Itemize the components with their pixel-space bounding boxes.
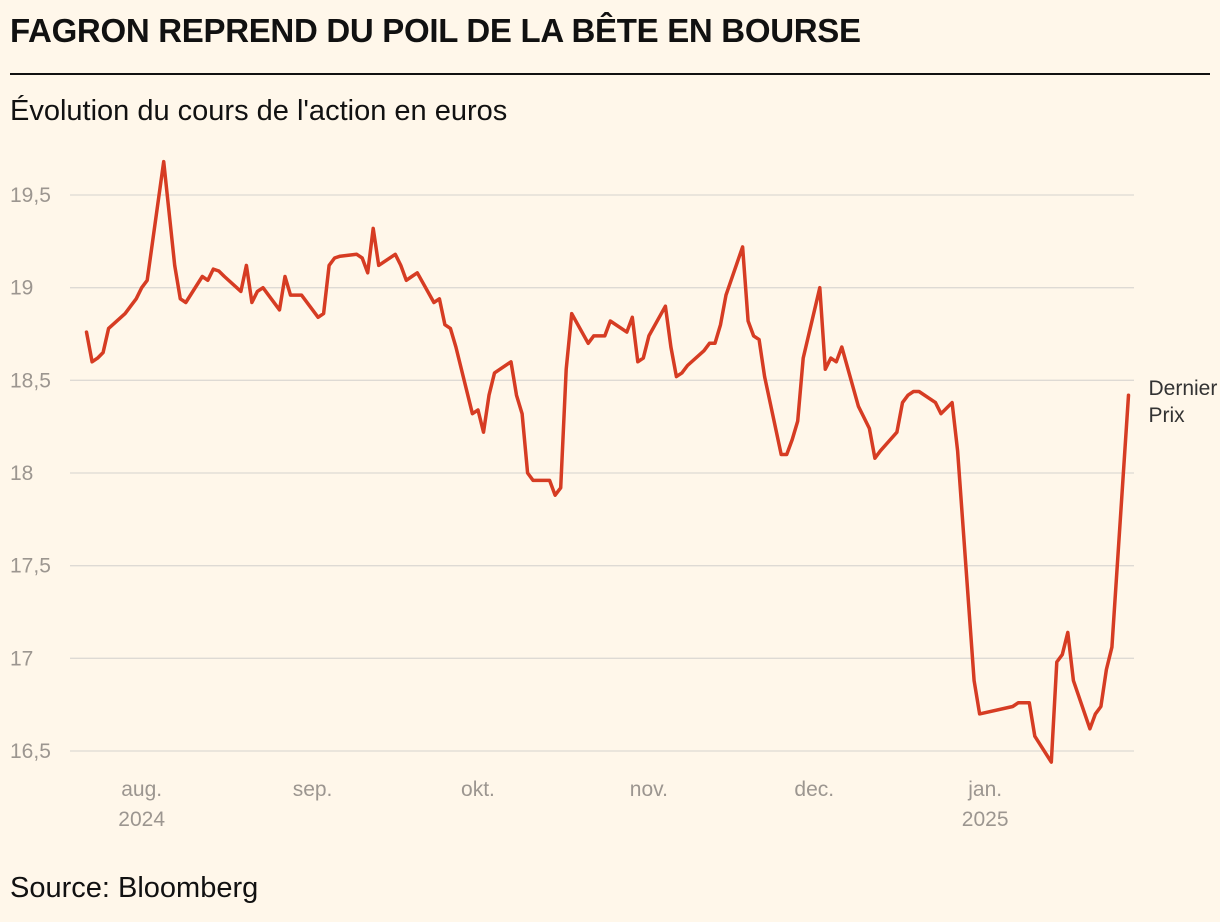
x-tick-label-2: okt.: [461, 778, 495, 801]
price-series-line: [84, 159, 1131, 764]
end-label-line-1: Prix: [1148, 404, 1185, 427]
y-tick-label-6: 16,5: [10, 740, 51, 763]
source-prefix: Source:: [10, 872, 118, 904]
x-tick-label-0: aug.: [121, 778, 162, 801]
x-tick-year-5: 2025: [962, 808, 1009, 831]
last-price-label: Dernier Prix: [1148, 377, 1217, 427]
chart-title: FAGRON REPREND DU POIL DE LA BÊTE EN BOU…: [10, 12, 861, 49]
x-tick-label-3: nov.: [630, 778, 668, 801]
x-tick-year-0: 2024: [118, 808, 165, 831]
source-name: Bloomberg: [118, 872, 259, 904]
y-tick-label-1: 19: [10, 277, 33, 300]
y-tick-label-2: 18,5: [10, 369, 51, 392]
x-axis-ticks: aug. 2024 sep. okt. nov. dec. jan. 2025: [118, 778, 1008, 831]
title-divider: [10, 73, 1210, 75]
x-tick-label-4: dec.: [794, 778, 834, 801]
gridlines: [70, 194, 1134, 752]
end-label-line-0: Dernier: [1148, 377, 1217, 400]
y-tick-label-0: 19,5: [10, 184, 51, 207]
chart-subtitle: Évolution du cours de l'action en euros: [10, 95, 508, 127]
line-chart: 19,5 19 18,5 18 17,5 17 16,5 aug. 2024 sep. okt. n…: [10, 159, 1217, 831]
source-note: Source: Bloomberg: [10, 872, 258, 905]
x-tick-label-1: sep.: [293, 778, 333, 801]
y-tick-label-4: 17,5: [10, 555, 51, 578]
x-tick-label-5: jan.: [967, 778, 1002, 801]
y-axis-ticks: 19,5 19 18,5 18 17,5 17 16,5: [10, 184, 51, 763]
y-tick-label-3: 18: [10, 462, 33, 485]
y-tick-label-5: 17: [10, 647, 33, 670]
